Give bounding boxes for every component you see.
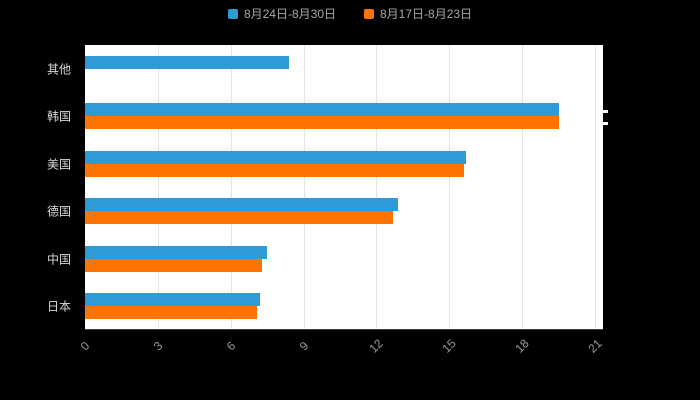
bar-series2: [85, 306, 258, 320]
bar-series1: [85, 293, 260, 307]
legend-swatch: [364, 9, 374, 19]
bar-series1: [85, 55, 289, 69]
gridline: [157, 45, 159, 329]
bar-series2: [85, 258, 263, 272]
x-axis-labels: 0 3 6 9 12 15 18 21: [78, 332, 605, 378]
chart-legend: 8月24日-8月30日 8月17日-8月23日: [0, 6, 700, 22]
clipped-value-label-artifact: [601, 110, 608, 113]
gridline: [522, 45, 524, 329]
plot-area: [85, 45, 603, 330]
bar-series2: [85, 211, 394, 225]
category-label: 中国: [46, 252, 71, 267]
x-tick-label: 0: [77, 338, 93, 354]
x-tick-label: 12: [366, 336, 387, 356]
legend-swatch: [227, 9, 238, 19]
category-label: 韩国: [46, 109, 71, 124]
gridline: [303, 45, 305, 329]
category-label: 德国: [46, 204, 71, 219]
clipped-value-label-artifact: [601, 122, 608, 125]
x-tick-label: 3: [150, 338, 166, 354]
gridline: [595, 45, 596, 329]
x-tick-label: 9: [296, 338, 311, 354]
bar-series1: [85, 103, 559, 117]
y-axis-labels: 其他韩国美国德国中国日本: [0, 45, 85, 330]
category-label: 其他: [46, 62, 71, 77]
bar-series1: [85, 198, 399, 212]
legend-label: 8月24日-8月30日: [243, 7, 336, 21]
bar-series1: [85, 150, 467, 164]
bar-series2: [85, 163, 464, 177]
legend-item-1[interactable]: 8月17日-8月23日: [364, 8, 472, 20]
category-label: 日本: [46, 299, 71, 314]
category-label: 美国: [46, 157, 71, 172]
bar-series1: [85, 245, 268, 259]
bar-series2: [85, 116, 559, 130]
legend-label: 8月17日-8月23日: [380, 7, 473, 21]
x-tick-label: 18: [512, 336, 532, 356]
gridline: [449, 45, 451, 329]
x-tick-label: 6: [223, 338, 239, 354]
gridline: [376, 45, 378, 329]
x-tick-label: 15: [439, 336, 459, 356]
legend-item-0[interactable]: 8月24日-8月30日: [227, 7, 336, 21]
x-tick-label: 21: [585, 336, 605, 356]
gridline: [230, 45, 232, 329]
